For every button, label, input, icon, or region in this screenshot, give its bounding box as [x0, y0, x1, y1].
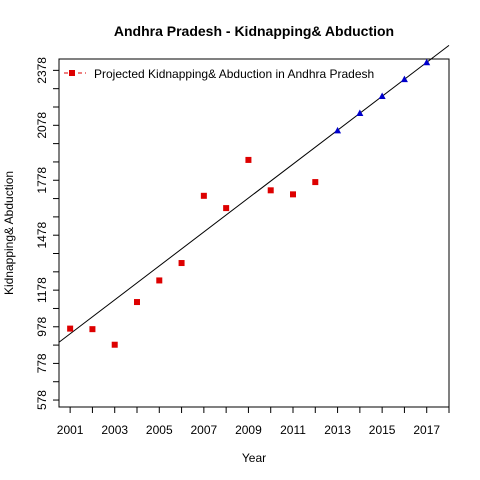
- x-tick-label-2009: 2009: [235, 423, 262, 437]
- x-tick-label-2007: 2007: [191, 423, 218, 437]
- y-tick-label-978: 978: [35, 316, 49, 336]
- observed-point-2005: [156, 277, 163, 284]
- chart-title: Andhra Pradesh - Kidnapping& Abduction: [114, 23, 394, 39]
- x-tick-label-2013: 2013: [324, 423, 351, 437]
- observed-point-2011: [290, 191, 296, 198]
- x-tick-label-2011: 2011: [280, 423, 306, 437]
- y-axis: 578 778 978 1178 1478 1778 2078 2378: [35, 57, 59, 410]
- legend: Projected Kidnapping& Abduction in Andhr…: [64, 67, 374, 81]
- projected-point-2017: [423, 58, 431, 66]
- observed-point-2004: [134, 299, 140, 306]
- plot-frame: [58, 58, 450, 408]
- x-tick-label-2017: 2017: [413, 423, 440, 437]
- x-tick-label-2001: 2001: [57, 423, 84, 437]
- observed-point-2009: [245, 156, 252, 163]
- observed-point-2003: [111, 341, 118, 348]
- observed-point-2001: [67, 325, 74, 332]
- y-tick-label-778: 778: [35, 353, 49, 373]
- x-tick-label-2003: 2003: [101, 423, 128, 437]
- projected-point-2014: [356, 109, 364, 117]
- trend-line: [58, 45, 450, 343]
- data-points: [67, 58, 431, 348]
- projected-point-2013: [334, 126, 342, 134]
- x-axis: 2001 2003 2005 2007 2009 2011 2013 2015 2017: [57, 407, 450, 437]
- observed-point-2006: [178, 260, 185, 267]
- y-tick-label-1178: 1178: [35, 277, 49, 303]
- y-tick-label-2078: 2078: [35, 112, 49, 139]
- legend-entry: Projected Kidnapping& Abduction in Andhr…: [94, 67, 374, 81]
- observed-point-2008: [223, 205, 230, 212]
- legend-marker: [69, 70, 75, 76]
- y-tick-label-578: 578: [35, 390, 49, 410]
- projected-point-2016: [400, 75, 408, 83]
- y-tick-label-2378: 2378: [35, 57, 49, 84]
- observed-point-2010: [267, 187, 274, 194]
- y-axis-label: Kidnapping& Abduction: [2, 171, 16, 295]
- observed-point-2012: [312, 179, 319, 186]
- x-tick-label-2005: 2005: [146, 423, 173, 437]
- observed-point-2007: [200, 192, 207, 199]
- projected-point-2015: [378, 92, 386, 99]
- x-axis-label: Year: [242, 451, 266, 465]
- x-tick-label-2015: 2015: [369, 423, 396, 437]
- observed-point-2002: [89, 326, 96, 333]
- y-tick-label-1778: 1778: [35, 167, 49, 194]
- y-tick-label-1478: 1478: [35, 222, 49, 249]
